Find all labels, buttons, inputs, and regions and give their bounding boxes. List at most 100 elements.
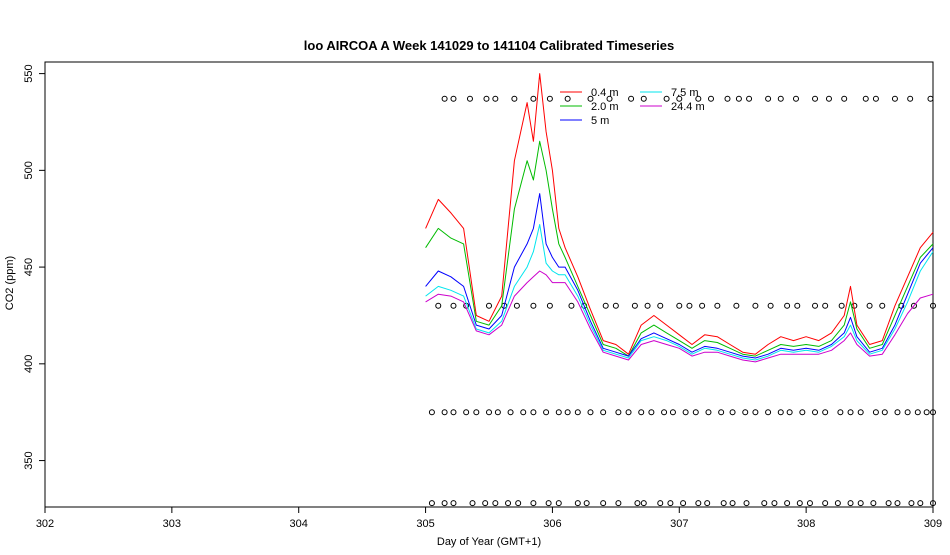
marker-point (765, 95, 772, 102)
marker-point (583, 500, 590, 507)
marker-point (615, 409, 622, 416)
marker-point (667, 500, 674, 507)
marker-point (881, 409, 888, 416)
marker-point (708, 95, 714, 102)
x-tick-label: 305 (416, 518, 434, 530)
marker-point (718, 409, 725, 416)
marker-point (923, 409, 930, 416)
plot-frame (44, 61, 934, 508)
marker-point (555, 500, 562, 507)
marker-point (752, 409, 759, 416)
marker-point (904, 409, 911, 416)
marker-point (606, 95, 613, 102)
marker-point (680, 500, 687, 507)
marker-point (792, 95, 799, 102)
marker-point (494, 409, 501, 416)
marker-point (767, 302, 774, 309)
marker-point (564, 409, 571, 416)
marker-point (574, 500, 581, 507)
marker-point (441, 95, 448, 102)
x-tick-label: 302 (36, 518, 54, 530)
legend: 0.4 m 2.0 m 5 m 7.5 m 24.4 m (560, 87, 705, 127)
marker-point (513, 302, 520, 309)
marker-point (428, 409, 435, 416)
marker-point (615, 500, 622, 507)
series-line (425, 224, 934, 361)
marker-point (891, 95, 898, 102)
y-axis: 350 400 450 500 550 (23, 64, 45, 470)
marker-point (822, 500, 829, 507)
marker-point (543, 409, 550, 416)
marker-point (682, 409, 689, 416)
marker-point (857, 500, 864, 507)
marker-point (704, 500, 711, 507)
marker-point (735, 95, 742, 102)
legend-label: 0.4 m (591, 87, 619, 99)
marker-point (507, 409, 514, 416)
marker-point (602, 302, 609, 309)
marker-point (661, 409, 668, 416)
marker-point (657, 500, 664, 507)
marker-point (786, 409, 793, 416)
marker-point (441, 409, 448, 416)
series-line (425, 193, 934, 359)
marker-point (450, 302, 457, 309)
marker-point (729, 409, 736, 416)
x-tick-label: 308 (797, 518, 815, 530)
marker-point (473, 409, 480, 416)
x-tick-label: 309 (924, 518, 942, 530)
marker-point (466, 95, 473, 102)
marker-point (927, 95, 934, 102)
marker-point (545, 500, 552, 507)
x-axis-label: Day of Year (GMT+1) (437, 536, 541, 548)
marker-point (743, 500, 750, 507)
marker-point (492, 500, 499, 507)
marker-point (634, 500, 641, 507)
marker-point (450, 95, 457, 102)
series-line (425, 270, 934, 363)
marker-point (530, 409, 537, 416)
marker-point (435, 302, 442, 309)
marker-point (657, 302, 664, 309)
marker-point (505, 500, 512, 507)
marker-point (648, 409, 655, 416)
legend-label: 2.0 m (591, 101, 619, 113)
marker-point (663, 95, 670, 102)
marker-point (894, 409, 901, 416)
marker-point (885, 500, 892, 507)
marker-point (822, 409, 829, 416)
marker-point (568, 302, 575, 309)
marker-point (450, 500, 457, 507)
marker-point (515, 500, 522, 507)
marker-point (872, 95, 879, 102)
y-tick-label: 450 (23, 258, 35, 276)
marker-point (686, 302, 693, 309)
marker-point (450, 409, 457, 416)
marker-point (555, 409, 562, 416)
marker-point (742, 409, 749, 416)
legend-label: 7.5 m (671, 87, 699, 99)
marker-point (640, 95, 647, 102)
marker-point (777, 409, 784, 416)
marker-point (574, 409, 581, 416)
x-tick-label: 306 (543, 518, 561, 530)
marker-point (746, 95, 753, 102)
series-line (425, 140, 934, 357)
marker-point (812, 409, 819, 416)
marker-point (799, 409, 806, 416)
marker-point (729, 500, 736, 507)
marker-point (879, 302, 886, 309)
marker-point (908, 500, 915, 507)
series-layer (425, 73, 934, 363)
marker-point (761, 500, 768, 507)
marker-point (530, 95, 537, 102)
marker-point (930, 302, 936, 309)
marker-point (640, 500, 647, 507)
marker-point (428, 500, 435, 507)
y-tick-label: 550 (23, 64, 35, 82)
marker-point (644, 302, 651, 309)
marker-point (511, 95, 518, 102)
marker-point (720, 500, 727, 507)
marker-point (784, 500, 791, 507)
